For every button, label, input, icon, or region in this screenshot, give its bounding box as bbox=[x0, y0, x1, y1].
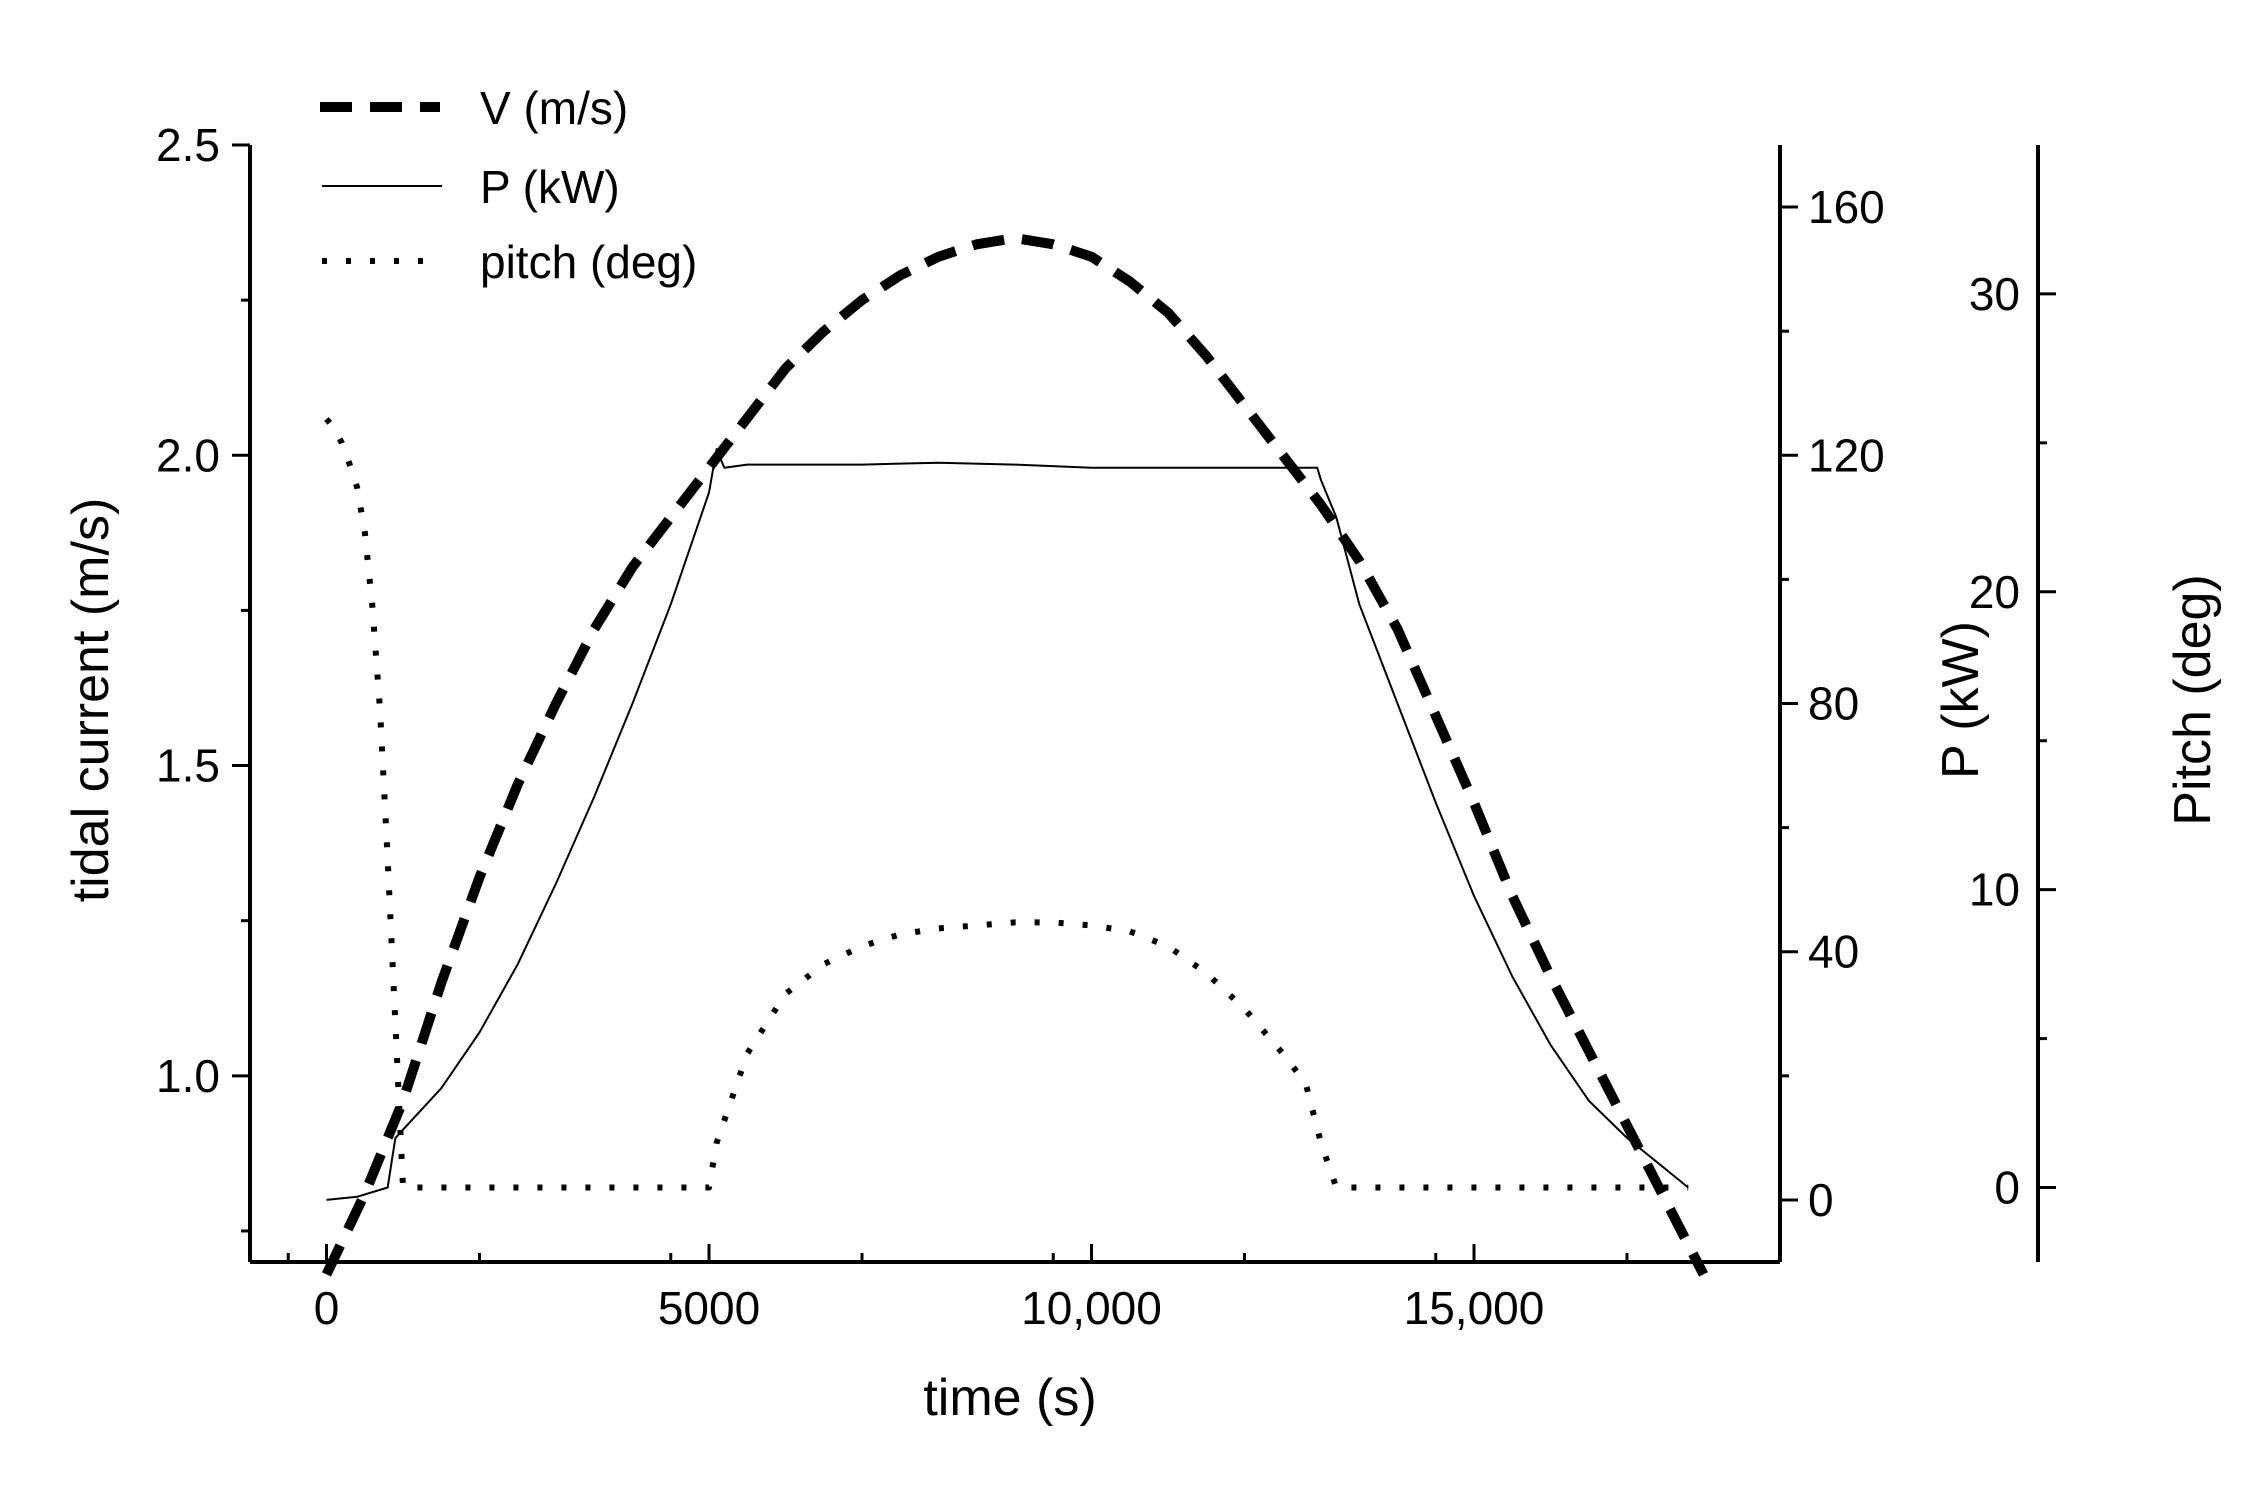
series-group bbox=[321, 233, 1708, 1277]
y-power-tick-label: 40 bbox=[1808, 926, 1859, 978]
y-pitch-tick-label: 0 bbox=[1994, 1162, 2020, 1214]
y-pitch-tick-label: 30 bbox=[1969, 268, 2020, 320]
series-line-power bbox=[326, 448, 1689, 1201]
y-power-tick-label: 120 bbox=[1808, 429, 1885, 481]
x-axis: 0 5000 10,000 15,000 bbox=[286, 1244, 1629, 1334]
series-line-pitch bbox=[324, 417, 1689, 1191]
plot-frame bbox=[248, 145, 2040, 1264]
x-tick-label: 0 bbox=[314, 1282, 340, 1334]
y-axis-right-power-title: P (kW) bbox=[1932, 621, 1990, 779]
y-power-tick-label: 80 bbox=[1808, 678, 1859, 730]
y-axis-left: 1.0 1.5 2.0 2.5 bbox=[156, 119, 250, 1233]
y-pitch-tick-label: 10 bbox=[1969, 864, 2020, 916]
series-line-velocity bbox=[321, 233, 1708, 1277]
y-axis-left-title: tidal current (m/s) bbox=[62, 498, 120, 903]
y-axis-right-power: 0 40 80 120 160 bbox=[1780, 181, 1885, 1226]
y-power-tick-label: 0 bbox=[1808, 1174, 1834, 1226]
y-pitch-tick-label: 20 bbox=[1969, 566, 2020, 618]
legend-label-velocity: V (m/s) bbox=[480, 82, 628, 134]
y-axis-right-pitch-title: Pitch (deg) bbox=[2164, 574, 2222, 825]
y-left-tick-label: 2.5 bbox=[156, 119, 220, 171]
legend-label-power: P (kW) bbox=[480, 161, 620, 213]
y-power-tick-label: 160 bbox=[1808, 181, 1885, 233]
x-axis-title: time (s) bbox=[923, 1369, 1096, 1427]
y-left-tick-label: 1.0 bbox=[156, 1050, 220, 1102]
x-tick-label: 15,000 bbox=[1404, 1282, 1545, 1334]
x-tick-label: 10,000 bbox=[1021, 1282, 1162, 1334]
y-left-tick-label: 1.5 bbox=[156, 740, 220, 792]
legend: V (m/s) P (kW) pitch (deg) bbox=[320, 82, 697, 288]
y-axis-right-pitch: 0 10 20 30 bbox=[1969, 268, 2056, 1214]
y-left-tick-label: 2.0 bbox=[156, 429, 220, 481]
x-tick-label: 5000 bbox=[658, 1282, 760, 1334]
legend-label-pitch: pitch (deg) bbox=[480, 236, 697, 288]
